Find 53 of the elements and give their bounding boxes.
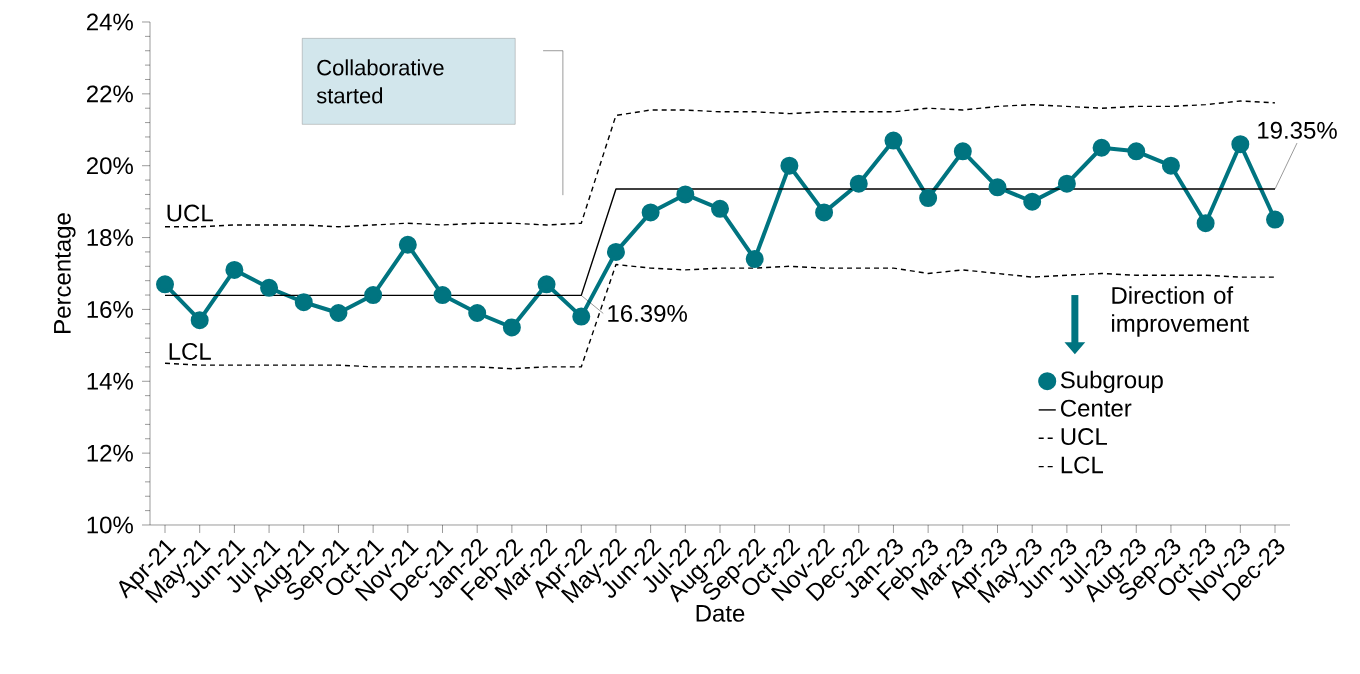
point bbox=[1231, 135, 1250, 154]
y-tick-label: 20% bbox=[86, 157, 133, 175]
point bbox=[156, 275, 175, 294]
y-tick-label: 16% bbox=[87, 300, 133, 318]
annotation: Direction of improvement bbox=[1112, 286, 1249, 337]
x-axis-title: Date bbox=[696, 605, 745, 622]
point bbox=[780, 156, 799, 175]
y-tick-label: 10% bbox=[87, 516, 133, 534]
point bbox=[260, 278, 279, 297]
point bbox=[676, 185, 695, 204]
legend-label: UCL bbox=[1061, 428, 1107, 446]
annotation: 16.39% bbox=[608, 304, 687, 322]
legend-label: Subgroup bbox=[1060, 370, 1163, 394]
point bbox=[1196, 214, 1215, 233]
point bbox=[1127, 142, 1146, 161]
point bbox=[398, 235, 417, 254]
point bbox=[988, 178, 1007, 197]
point bbox=[953, 142, 972, 161]
point bbox=[537, 275, 556, 294]
point bbox=[884, 131, 903, 150]
point bbox=[1057, 174, 1076, 193]
point bbox=[815, 203, 834, 222]
legend-label: LCL bbox=[1061, 456, 1103, 474]
y-axis-title: Percentage bbox=[54, 213, 76, 333]
y-tick-label: 14% bbox=[87, 372, 133, 390]
point bbox=[919, 189, 938, 208]
point bbox=[849, 174, 868, 193]
point bbox=[364, 286, 383, 305]
point bbox=[606, 242, 625, 261]
point bbox=[433, 286, 452, 305]
annotation: 19.35% bbox=[1258, 121, 1337, 139]
point bbox=[1023, 192, 1042, 211]
point bbox=[190, 311, 209, 330]
point bbox=[1266, 210, 1285, 229]
point bbox=[225, 260, 244, 279]
y-tick-label: 18% bbox=[87, 229, 133, 247]
annotation: Collaborative started bbox=[316, 59, 444, 104]
point bbox=[502, 318, 521, 337]
legend-label: Center bbox=[1061, 399, 1132, 417]
y-tick-label: 22% bbox=[86, 85, 133, 103]
point bbox=[1092, 138, 1111, 157]
point bbox=[329, 304, 348, 323]
point bbox=[641, 203, 660, 222]
point bbox=[294, 293, 313, 312]
point bbox=[1161, 156, 1180, 175]
point bbox=[572, 307, 591, 326]
point bbox=[468, 304, 487, 323]
y-tick-label: 12% bbox=[87, 444, 133, 462]
y-tick-label: 24% bbox=[86, 13, 133, 31]
annotation: LCL bbox=[169, 342, 211, 360]
point bbox=[745, 250, 764, 269]
point bbox=[711, 199, 730, 218]
annotation: UCL bbox=[167, 204, 213, 222]
